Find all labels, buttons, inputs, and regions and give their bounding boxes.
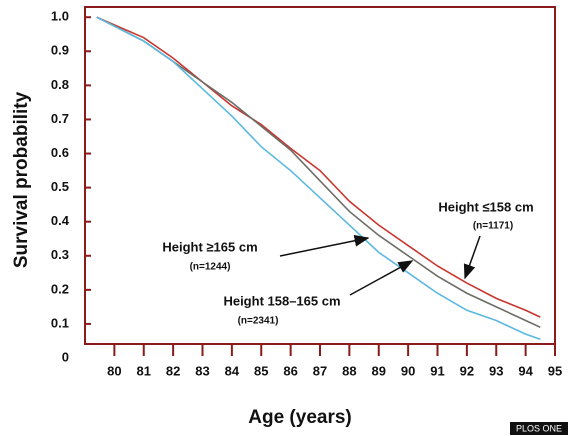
series-count: (n=1171) — [473, 221, 513, 232]
series-label: Height 158–165 cm — [223, 293, 340, 308]
annotation-arrow — [463, 235, 481, 280]
y-axis-label: Survival probability — [11, 91, 32, 268]
series-line — [96, 16, 541, 341]
series-count: (n=2341) — [238, 316, 279, 327]
x-tick-label: 88 — [342, 363, 356, 378]
annotation-arrow — [279, 234, 370, 257]
x-tick-label: 84 — [225, 363, 240, 378]
logo-box — [510, 422, 568, 435]
x-axis-label: Age (years) — [248, 407, 352, 428]
annotation-arrow — [349, 260, 414, 296]
x-tick-label: 92 — [460, 363, 474, 378]
y-tick-label: 0.9 — [51, 43, 69, 58]
series-line — [96, 16, 541, 318]
y-tick-label: 1.0 — [51, 9, 69, 24]
y-tick-label: 0.4 — [51, 213, 70, 228]
x-tick-label: 81 — [137, 363, 151, 378]
x-tick-label: 82 — [166, 363, 180, 378]
y-tick-label: 0 — [62, 349, 69, 364]
x-tick-label: 85 — [254, 363, 268, 378]
x-tick-label: 87 — [313, 363, 327, 378]
series-label: Height ≤158 cm — [438, 199, 533, 214]
y-tick-label: 0.7 — [51, 111, 69, 126]
x-tick-label: 80 — [107, 363, 121, 378]
y-tick-label: 0.3 — [51, 247, 69, 262]
series-label: Height ≥165 cm — [162, 239, 257, 254]
series-count: (n=1244) — [190, 262, 231, 273]
y-tick-label: 0.2 — [51, 281, 69, 296]
y-tick-label: 0.5 — [51, 179, 69, 194]
x-tick-label: 93 — [489, 363, 503, 378]
x-tick-label: 86 — [283, 363, 297, 378]
source-logo: PLOS ONE — [516, 423, 562, 433]
x-tick-label: 89 — [372, 363, 386, 378]
y-tick-label: 0.1 — [51, 315, 69, 330]
x-tick-label: 90 — [401, 363, 415, 378]
series-line — [96, 16, 541, 329]
x-tick-label: 94 — [518, 363, 533, 378]
y-tick-label: 0.6 — [51, 145, 69, 160]
x-tick-label: 95 — [548, 363, 562, 378]
x-tick-label: 83 — [195, 363, 209, 378]
x-tick-label: 91 — [430, 363, 444, 378]
y-tick-label: 0.8 — [51, 77, 69, 92]
